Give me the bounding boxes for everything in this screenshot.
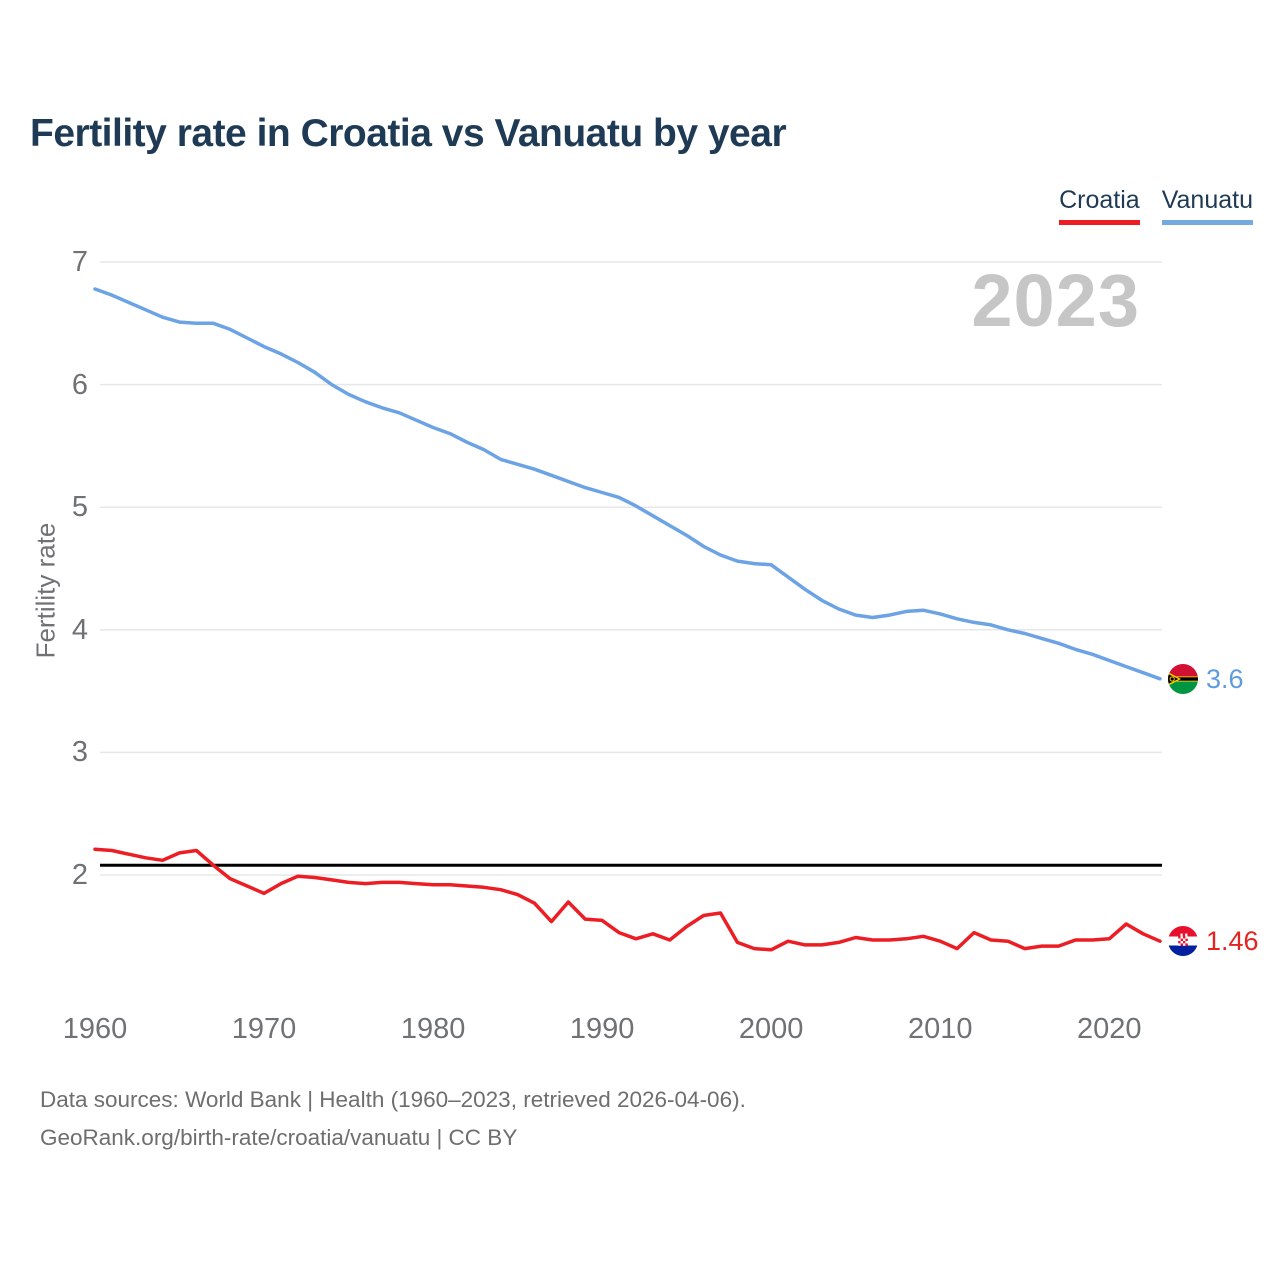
vanuatu-end-value: 3.6 [1206, 663, 1244, 694]
x-tick-label-2020: 2020 [1077, 1013, 1142, 1045]
legend: Croatia Vanuatu [1059, 186, 1253, 225]
y-tick-label-2: 2 [71, 859, 88, 891]
y-tick-label-5: 5 [71, 491, 88, 524]
vanuatu-flag-icon [1168, 663, 1198, 694]
x-tick-label-1990: 1990 [569, 1013, 635, 1045]
x-tick-label-1970: 1970 [231, 1013, 297, 1045]
y-tick-label-7: 7 [71, 246, 88, 278]
y-tick-label-6: 6 [71, 368, 88, 401]
source-line-2: GeoRank.org/birth-rate/croatia/vanuatu |… [40, 1125, 518, 1150]
x-tick-label-2000: 2000 [738, 1013, 804, 1045]
legend-item-vanuatu[interactable]: Vanuatu [1161, 186, 1253, 225]
series-line-vanuatu [93, 287, 1162, 681]
x-tick-label-1980: 1980 [400, 1013, 466, 1045]
y-tick-label-3: 3 [71, 736, 88, 769]
series-line-croatia [93, 847, 1162, 952]
year-watermark: 2023 [971, 259, 1140, 342]
y-tick-label-4: 4 [71, 613, 88, 646]
x-tick-label-2010: 2010 [907, 1013, 973, 1045]
x-tick-label-1960: 1960 [62, 1013, 128, 1045]
source-line-1: Data sources: World Bank | Health (1960–… [40, 1087, 746, 1112]
source-attribution: Data sources: World Bank | Health (1960–… [40, 1081, 746, 1157]
croatia-flag-icon [1168, 926, 1198, 957]
legend-item-croatia[interactable]: Croatia [1059, 186, 1140, 225]
chart-title: Fertility rate in Croatia vs Vanuatu by … [30, 112, 787, 155]
croatia-end-value: 1.46 [1206, 926, 1259, 957]
